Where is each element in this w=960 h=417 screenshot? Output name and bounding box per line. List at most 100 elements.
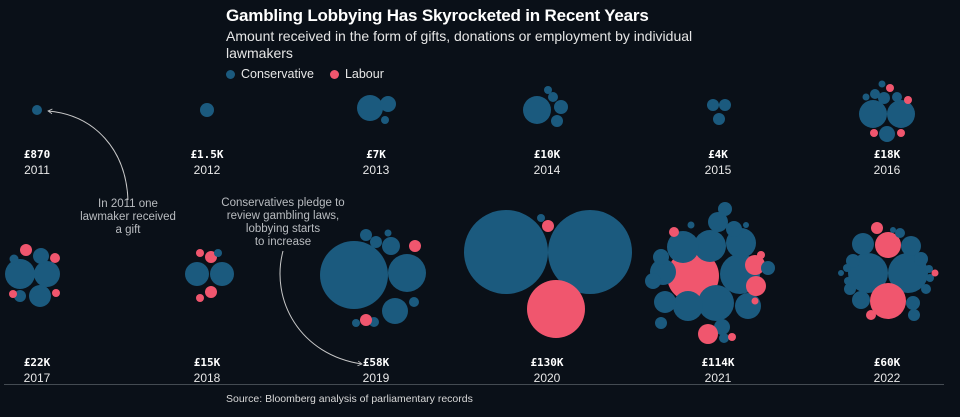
- year-label-2019: 2019: [363, 371, 390, 385]
- conservative-bubble: [32, 105, 42, 115]
- conservative-bubble: [9, 254, 19, 264]
- bubble-cluster-2012: [200, 103, 214, 117]
- labour-bubble: [866, 310, 876, 320]
- conservative-bubble: [890, 227, 896, 233]
- total-label-2016: £18K: [874, 148, 901, 161]
- total-label-2014: £10K: [534, 148, 561, 161]
- year-label-2012: 2012: [194, 163, 221, 177]
- year-label-2021: 2021: [705, 371, 732, 385]
- labour-bubble: [205, 286, 217, 298]
- conservative-bubble: [914, 252, 928, 266]
- total-label-2015: £4K: [708, 148, 728, 161]
- labour-bubble: [205, 251, 217, 263]
- conservative-bubble: [34, 261, 60, 287]
- labour-bubble: [9, 290, 17, 298]
- conservative-bubble: [537, 214, 545, 222]
- year-label-2022: 2022: [874, 371, 901, 385]
- labour-bubble: [542, 220, 554, 232]
- conservative-bubble: [694, 230, 726, 262]
- year-label-2015: 2015: [705, 163, 732, 177]
- legend-item-labour: Labour: [329, 67, 384, 81]
- total-label-2012: £1.5K: [190, 148, 223, 161]
- annotation-2019: Conservatives pledge to review gambling l…: [221, 197, 344, 248]
- footer-divider: [4, 384, 944, 385]
- conservative-bubble: [352, 319, 360, 327]
- conservative-bubble: [654, 291, 676, 313]
- legend: Conservative Labour: [226, 67, 394, 81]
- conservative-bubble: [859, 100, 887, 128]
- conservative-bubble: [33, 248, 49, 264]
- bubble-cluster-2020: [464, 210, 632, 338]
- legend-label-conservative: Conservative: [241, 67, 314, 81]
- annotation-2011: In 2011 one lawmaker received a gift: [80, 198, 176, 236]
- conservative-bubble: [719, 333, 729, 343]
- labour-bubble: [20, 244, 32, 256]
- conservative-bubble: [645, 273, 661, 289]
- conservative-bubble: [719, 99, 731, 111]
- conservative-bubble: [655, 317, 667, 329]
- conservative-bubble: [908, 309, 920, 321]
- labour-bubble: [52, 289, 60, 297]
- conservative-bubble: [544, 86, 552, 94]
- conservative-bubble: [554, 100, 568, 114]
- labour-bubble: [751, 297, 759, 305]
- labour-bubble: [669, 227, 679, 237]
- conservative-bubble: [926, 274, 934, 282]
- conservative-bubble: [200, 103, 214, 117]
- labour-bubble: [745, 255, 765, 275]
- conservative-bubble: [906, 296, 920, 310]
- total-label-2022: £60K: [874, 356, 901, 369]
- legend-swatch-conservative: [226, 69, 235, 79]
- conservative-bubble: [713, 113, 725, 125]
- conservative-bubble: [761, 261, 775, 275]
- conservative-bubble: [838, 270, 844, 276]
- conservative-bubble: [925, 265, 933, 273]
- conservative-bubble: [5, 259, 35, 289]
- conservative-bubble: [551, 115, 563, 127]
- conservative-bubble: [843, 264, 851, 272]
- bubble-cluster-2022: [838, 222, 939, 321]
- labour-bubble: [527, 280, 585, 338]
- labour-bubble: [886, 84, 894, 92]
- conservative-bubble: [735, 293, 761, 319]
- conservative-bubble: [29, 285, 51, 307]
- labour-bubble: [875, 232, 901, 258]
- conservative-bubble: [852, 233, 874, 255]
- conservative-bubble: [357, 95, 383, 121]
- year-label-2011: 2011: [24, 163, 50, 177]
- conservative-bubble: [384, 229, 392, 237]
- year-label-2018: 2018: [194, 371, 221, 385]
- conservative-bubble: [852, 291, 870, 309]
- labour-bubble: [931, 269, 939, 277]
- conservative-bubble: [185, 262, 209, 286]
- conservative-bubble: [320, 241, 388, 309]
- conservative-bubble: [878, 80, 886, 88]
- conservative-bubble: [878, 92, 890, 104]
- conservative-bubble: [409, 297, 419, 307]
- bubble-cluster-2011: [32, 105, 42, 115]
- conservative-bubble: [653, 249, 669, 265]
- conservative-bubble: [523, 96, 551, 124]
- total-label-2011: £870: [24, 148, 51, 161]
- conservative-bubble: [673, 291, 703, 321]
- bubble-cluster-2015: [707, 99, 731, 125]
- conservative-bubble: [870, 89, 880, 99]
- total-label-2013: £7K: [366, 148, 386, 161]
- chart-subtitle: Amount received in the form of gifts, do…: [226, 28, 693, 61]
- conservative-bubble: [895, 228, 905, 238]
- bubble-cluster-2016: [859, 80, 915, 142]
- conservative-bubble: [921, 284, 931, 294]
- conservative-bubble: [687, 221, 695, 229]
- labour-bubble: [904, 96, 912, 104]
- labour-bubble: [196, 294, 204, 302]
- conservative-bubble: [380, 96, 396, 112]
- total-label-2021: £114K: [701, 356, 734, 369]
- conservative-bubble: [743, 222, 749, 228]
- labour-bubble: [196, 249, 204, 257]
- labour-bubble: [360, 314, 372, 326]
- conservative-bubble: [548, 210, 632, 294]
- conservative-bubble: [901, 236, 921, 256]
- conservative-bubble: [214, 249, 222, 257]
- bubble-cluster-2018: [185, 249, 234, 302]
- labour-bubble: [870, 283, 906, 319]
